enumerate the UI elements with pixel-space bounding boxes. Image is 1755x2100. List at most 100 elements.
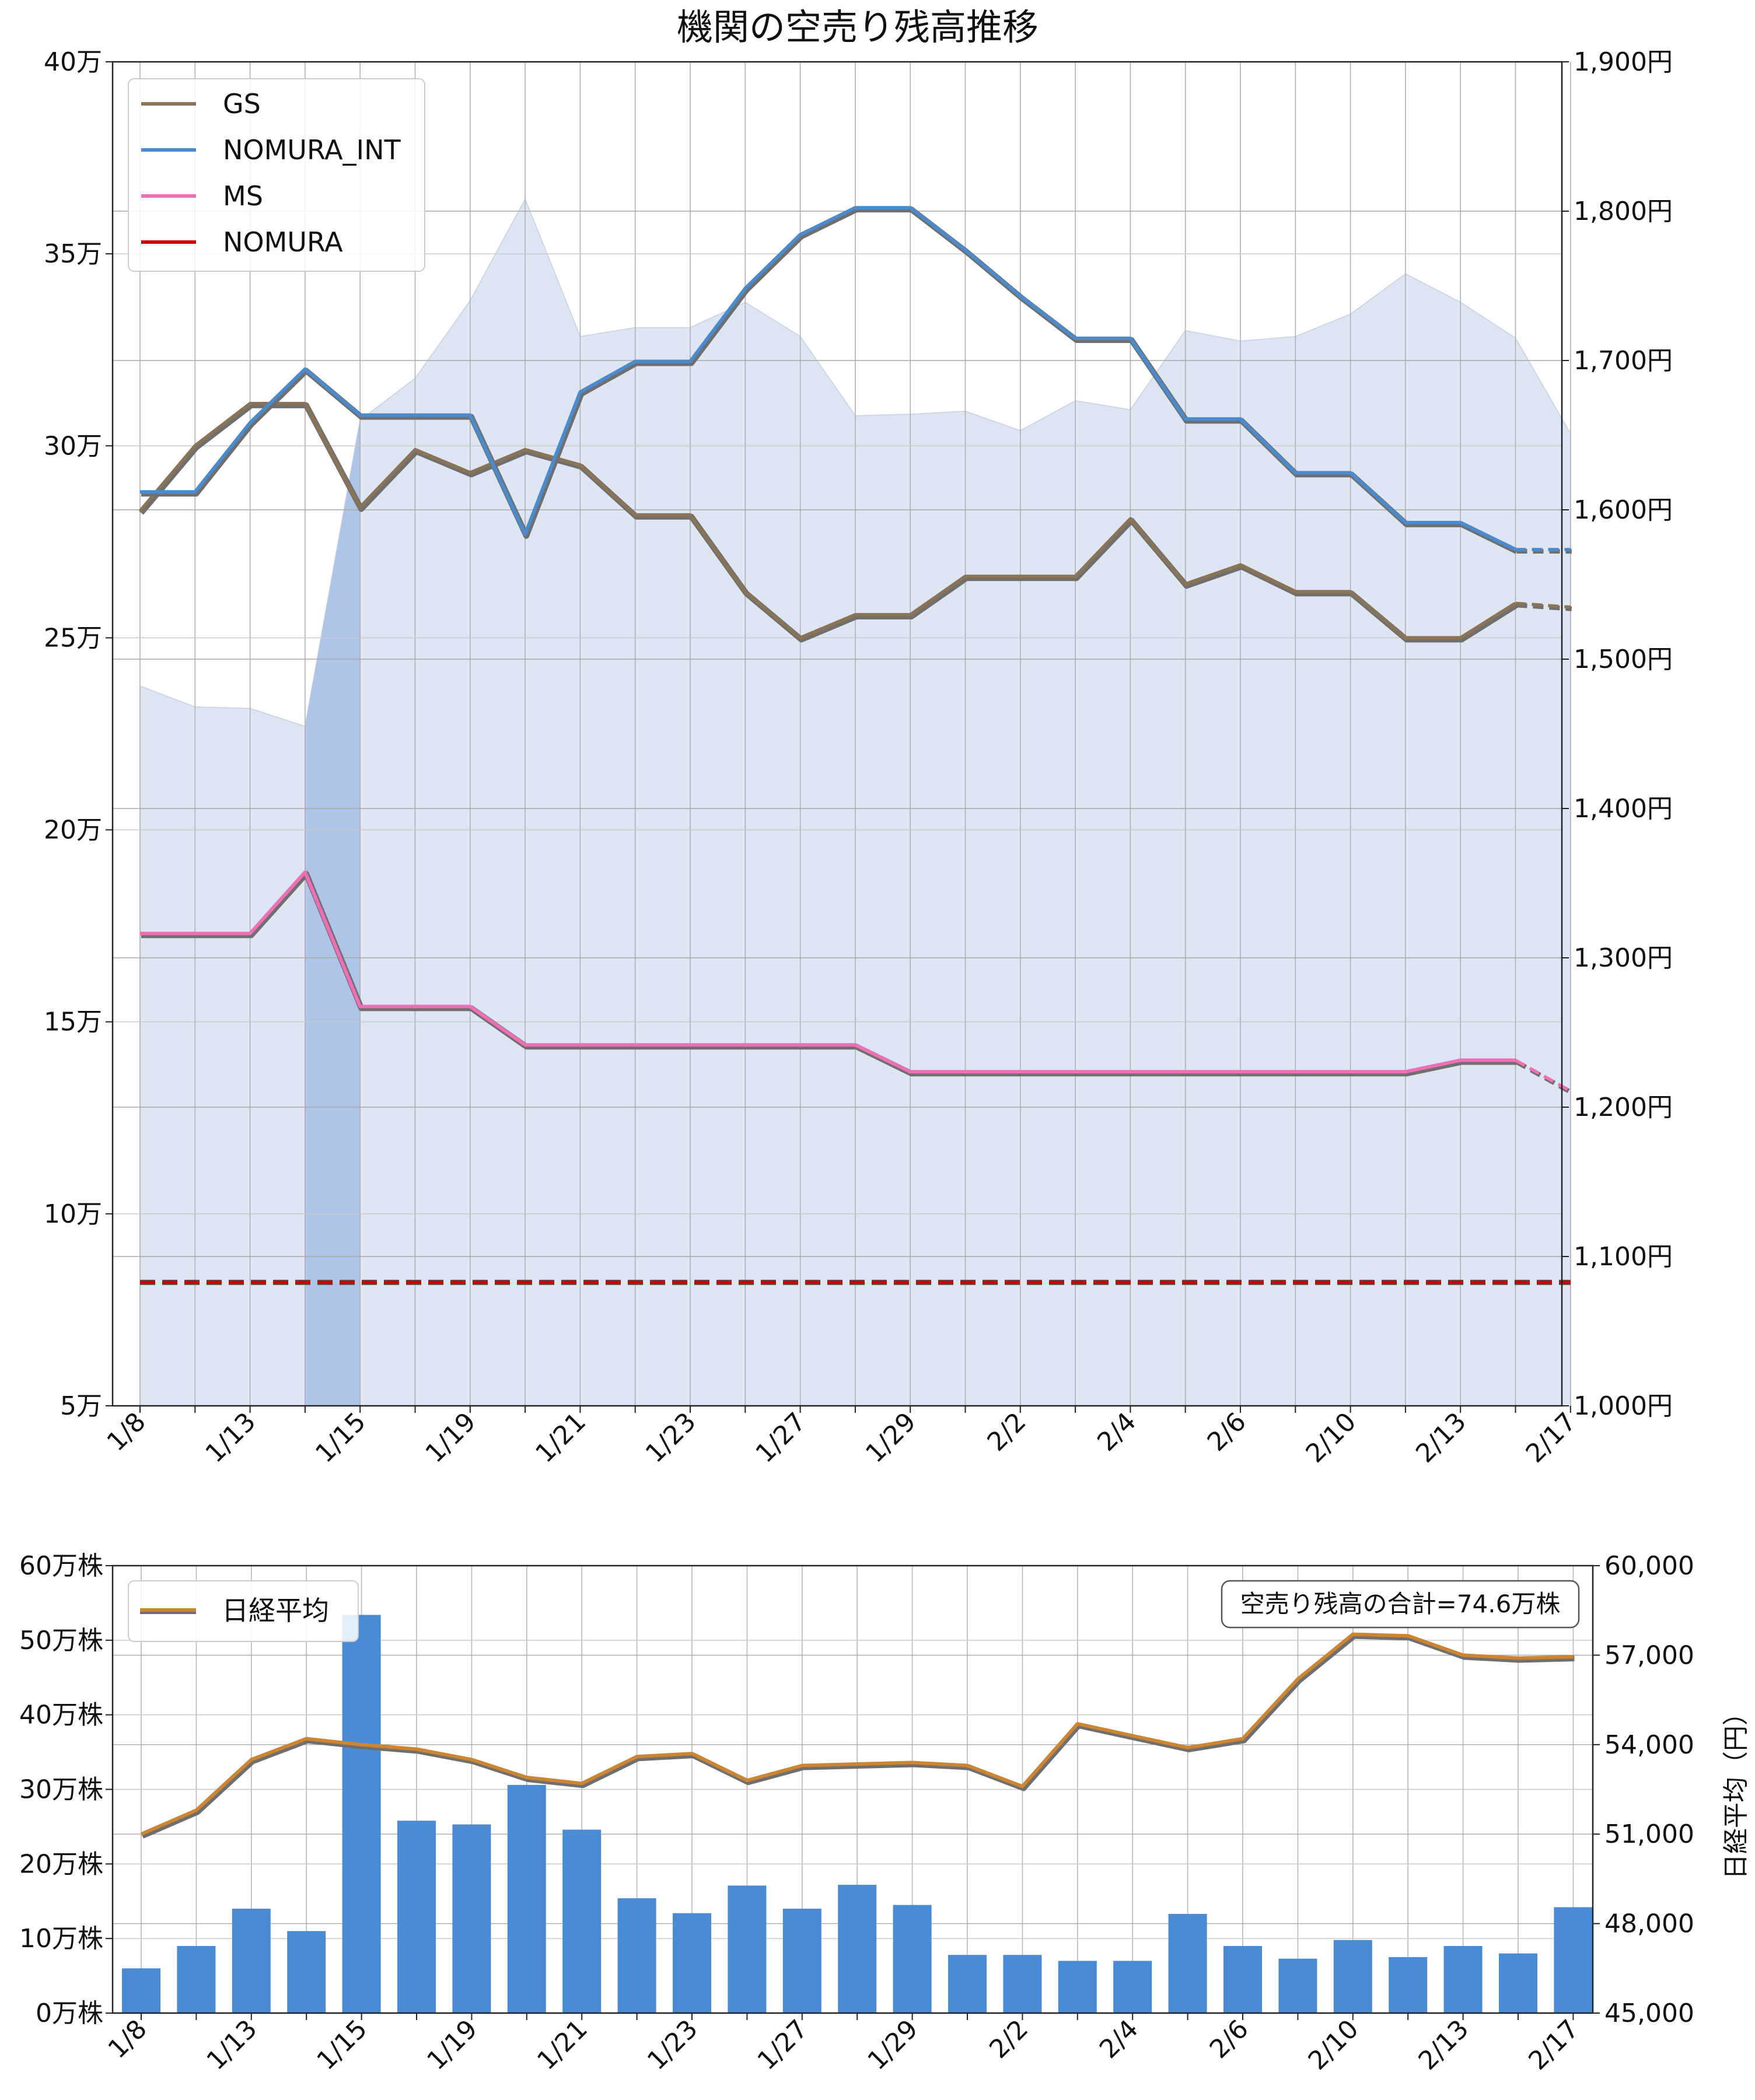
series-line xyxy=(138,401,1517,640)
volume-bar xyxy=(342,1615,381,2013)
x-tick-label: 1/8 xyxy=(102,1407,152,1457)
volume-bar xyxy=(397,1821,436,2013)
short-interest-chart: 5万 10万 15万 20万 25万 30万 35万 40万 1,000円 1,100円 1,20… xyxy=(44,6,1673,1469)
chart-title: 機関の空売り残高推移 xyxy=(677,6,1039,48)
top-plot-frame xyxy=(111,61,1563,1407)
highlight-range xyxy=(305,420,361,1406)
annotation-box xyxy=(1221,1580,1580,1629)
legend-label: NOMURA xyxy=(223,226,343,258)
volume-bar xyxy=(1554,1907,1593,2013)
volume-bar xyxy=(287,1931,326,2013)
right-tick-label: 1,600円 xyxy=(1574,495,1673,525)
volume-bar xyxy=(232,1909,271,2013)
nikkei-line xyxy=(140,1632,1574,1836)
x-tick-label: 1/21 xyxy=(532,2014,593,2076)
series-gs xyxy=(138,401,1572,643)
left-tick-label: 30万株 xyxy=(19,1775,103,1805)
volume-bar xyxy=(893,1905,932,2013)
volume-bar xyxy=(617,1898,656,2013)
volume-bar xyxy=(1389,1957,1428,2013)
right-tick-label: 1,900円 xyxy=(1574,47,1673,77)
volume-bar xyxy=(1168,1913,1207,2013)
x-tick-label: 1/19 xyxy=(421,2014,483,2076)
volume-bar xyxy=(122,1968,160,2013)
volume-bar xyxy=(452,1824,491,2013)
volume-bar xyxy=(177,1945,216,2013)
volume-bar xyxy=(728,1885,767,2013)
right-tick-label: 57,000 xyxy=(1604,1640,1694,1670)
bottom-right-axis-ticks: 45,000 48,000 51,000 54,000 57,000 60,000 xyxy=(1593,1551,1694,2028)
bottom-line-layer xyxy=(140,1632,1575,1839)
volume-bar xyxy=(562,1829,602,2013)
left-tick-label: 5万 xyxy=(60,1391,102,1421)
series-line xyxy=(140,206,1516,551)
volume-bar xyxy=(1223,1945,1262,2013)
volume-bar xyxy=(1058,1961,1097,2013)
top-grid xyxy=(113,61,1571,1406)
right-tick-label: 1,800円 xyxy=(1574,197,1673,226)
left-tick-label: 15万 xyxy=(44,1007,102,1037)
x-tick-label: 2/4 xyxy=(1094,2014,1144,2064)
x-tick-label: 2/17 xyxy=(1523,2014,1585,2076)
volume-bar xyxy=(1003,1955,1042,2013)
legend-label: GS xyxy=(223,88,261,120)
legend-box xyxy=(128,78,425,272)
x-tick-label: 2/13 xyxy=(1410,1407,1472,1469)
bottom-legend: 日経平均 xyxy=(128,1580,359,1642)
left-tick-label: 10万 xyxy=(44,1199,102,1229)
volume-bar xyxy=(1499,1953,1537,2013)
x-tick-label: 2/4 xyxy=(1092,1407,1142,1457)
top-x-axis-ticks: 1/8 1/13 1/15 1/19 1/21 1/23 1/27 1/29 2/2 2/4 2/6… xyxy=(102,1406,1582,1469)
left-tick-label: 20万 xyxy=(44,816,102,845)
volume-bar xyxy=(673,1913,711,2013)
x-tick-label: 2/13 xyxy=(1413,2014,1474,2076)
x-tick-label: 1/29 xyxy=(862,2014,924,2076)
x-tick-label: 1/13 xyxy=(200,1407,261,1469)
legend-label: 日経平均 xyxy=(222,1595,329,1626)
volume-bar xyxy=(507,1784,546,2013)
legend-entry-gs: GS xyxy=(141,88,261,120)
legend-label: MS xyxy=(223,180,263,212)
series-line xyxy=(140,870,1516,1074)
left-tick-label: 25万 xyxy=(44,623,102,653)
left-tick-label: 40万 xyxy=(44,47,102,77)
left-tick-label: 50万株 xyxy=(19,1626,103,1656)
right-tick-label: 60,000 xyxy=(1604,1551,1694,1581)
total-annotation: 空売り残高の合計=74.6万株 xyxy=(1221,1580,1580,1629)
x-tick-label: 2/10 xyxy=(1303,2014,1365,2076)
left-tick-label: 40万株 xyxy=(19,1700,103,1730)
x-tick-label: 1/27 xyxy=(752,2014,814,2076)
x-tick-label: 2/6 xyxy=(1204,2014,1254,2064)
nikkei-volume-chart: 0万株 10万株 20万株 30万株 40万株 50万株 60万株 45,000 48,000… xyxy=(19,1551,1751,2076)
x-tick-label: 1/15 xyxy=(311,2014,373,2076)
right-tick-label: 1,200円 xyxy=(1574,1093,1673,1122)
x-tick-label: 2/6 xyxy=(1202,1407,1252,1457)
legend-entry-nomura-int: NOMURA_INT xyxy=(141,134,401,166)
x-tick-label: 1/23 xyxy=(640,1407,702,1469)
right-tick-label: 45,000 xyxy=(1604,1999,1694,2028)
volume-bar xyxy=(782,1909,821,2013)
legend-label: NOMURA_INT xyxy=(223,134,401,166)
x-tick-label: 1/23 xyxy=(642,2014,704,2076)
x-tick-label: 1/8 xyxy=(103,2014,153,2064)
x-tick-label: 2/2 xyxy=(981,1407,1032,1457)
bottom-bars-layer xyxy=(122,1615,1593,2013)
top-left-axis-ticks: 5万 10万 15万 20万 25万 30万 35万 40万 xyxy=(44,47,113,1421)
bottom-x-axis-ticks: 1/8 1/13 1/15 1/19 1/21 1/23 1/27 1/29 2/2 2/4 2/6… xyxy=(103,2013,1585,2076)
right-tick-label: 1,000円 xyxy=(1574,1391,1673,1421)
x-tick-label: 1/19 xyxy=(420,1407,482,1469)
right-tick-label: 48,000 xyxy=(1604,1909,1694,1939)
series-shadow-dashed xyxy=(1516,603,1572,611)
left-tick-label: 0万株 xyxy=(36,1999,103,2028)
volume-bar xyxy=(838,1885,877,2013)
legend-entry-nikkei: 日経平均 xyxy=(140,1595,329,1626)
x-tick-label: 1/13 xyxy=(201,2014,263,2076)
legend-entry-nomura: NOMURA xyxy=(141,226,343,258)
x-tick-label: 1/15 xyxy=(310,1407,372,1469)
bottom-left-axis-ticks: 0万株 10万株 20万株 30万株 40万株 50万株 60万株 xyxy=(19,1551,113,2028)
left-tick-label: 35万 xyxy=(44,239,102,269)
volume-bar xyxy=(1333,1940,1372,2013)
right-tick-label: 51,000 xyxy=(1604,1819,1694,1849)
